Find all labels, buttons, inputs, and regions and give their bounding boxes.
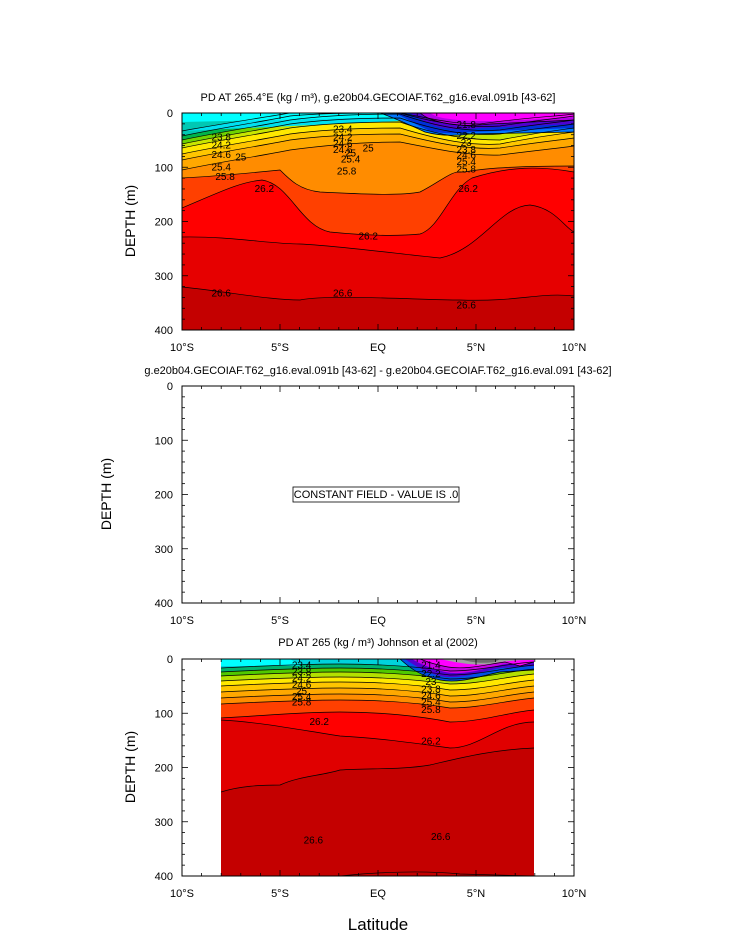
contour-label: 26.6 xyxy=(431,832,451,843)
contour-label: 21.8 xyxy=(456,120,476,131)
panel-1-x-tick-label: 5°S xyxy=(271,342,289,354)
panel-3-x-tick-label: 5°N xyxy=(467,888,486,900)
constant-field-note: CONSTANT FIELD - VALUE IS .0 xyxy=(294,489,458,501)
panel-2-x-tick-label: EQ xyxy=(370,615,386,627)
contour-label: 25 xyxy=(235,152,247,163)
contour-label: 26.6 xyxy=(304,836,324,847)
contour-label: 24.6 xyxy=(456,150,476,161)
contour-label: 25.4 xyxy=(292,692,312,703)
panel-3-y-tick-label: 200 xyxy=(155,763,173,775)
panel-1-field xyxy=(182,113,574,330)
panel-1-y-tick-label: 100 xyxy=(155,162,173,174)
panel-1-y-ticks: 0 100 200 300 400 xyxy=(155,108,574,337)
panel-1-title: PD AT 265.4°E (kg / m³), g.e20b04.GECOIA… xyxy=(201,92,556,104)
panel-2-y-ticks: 0 100 200 300 400 xyxy=(155,381,574,610)
contour-label: 23.4 xyxy=(292,661,312,672)
panel-3-x-tick-label: 5°S xyxy=(271,888,289,900)
panel-2: g.e20b04.GECOIAF.T62_g16.eval.091b [43-6… xyxy=(98,365,612,627)
contour-label: 22.2 xyxy=(456,131,476,142)
panel-1-x-ticks: 10°S 5°S EQ 5°N 10°N xyxy=(170,113,586,354)
contour-label: 24.2 xyxy=(333,132,353,143)
contour-label: 25.8 xyxy=(456,164,476,175)
panel-1-y-tick-label: 200 xyxy=(155,217,173,229)
panel-2-y-tick-label: 400 xyxy=(155,598,173,610)
panel-3-y-tick-label: 100 xyxy=(155,708,173,720)
contour-label: 24.2 xyxy=(211,141,231,152)
contour-label: 26.2 xyxy=(458,184,478,195)
contour-label: 25.8 xyxy=(215,172,235,183)
contour-label: 26.6 xyxy=(211,289,231,300)
contour-label: 25.4 xyxy=(456,157,476,168)
contour-label: 25.4 xyxy=(421,697,441,708)
contour-label: 25.4 xyxy=(211,162,231,173)
panel-3: PD AT 265 (kg / m³) Johnson et al (2002) xyxy=(122,637,586,900)
panel-1-x-tick-label: EQ xyxy=(370,342,386,354)
contour-label: 26.6 xyxy=(456,301,476,312)
panel-1-y-label: DEPTH (m) xyxy=(122,185,138,257)
contour-label: 25.8 xyxy=(421,705,441,716)
panel-2-x-ticks: 10°S 5°S EQ 5°N 10°N xyxy=(170,386,586,627)
contour-label: 21.4 xyxy=(421,661,441,672)
panel-2-y-tick-label: 300 xyxy=(155,544,173,556)
panel-2-x-tick-label: 5°N xyxy=(467,615,486,627)
contour-label: 24.6 xyxy=(333,139,353,150)
panel-2-title: g.e20b04.GECOIAF.T62_g16.eval.091b [43-6… xyxy=(144,365,611,377)
contour-label: 24.6 xyxy=(211,150,231,161)
contour-label: 24.6 xyxy=(333,145,353,156)
panel-1-x-tick-label: 5°N xyxy=(467,342,486,354)
panel-3-y-tick-label: 300 xyxy=(155,817,173,829)
panel-1-y-tick-label: 400 xyxy=(155,325,173,337)
contour-label: 26.2 xyxy=(421,736,441,747)
contour-label: 25.8 xyxy=(292,697,312,708)
panel-2-x-tick-label: 10°N xyxy=(562,615,587,627)
panel-3-x-tick-label: 10°S xyxy=(170,888,194,900)
panel-1-y-axis: DEPTH (m) xyxy=(122,185,138,257)
contour-label: 24.6 xyxy=(421,691,441,702)
panel-3-y-label: DEPTH (m) xyxy=(122,731,138,803)
contour-label: 25 xyxy=(345,149,357,160)
contour-label: 24.2 xyxy=(292,674,312,685)
panel-1-x-tick-label: 10°S xyxy=(170,342,194,354)
contour-label: 23.4 xyxy=(333,124,353,135)
contour-label: 24.6 xyxy=(292,680,312,691)
contour-label: 26.2 xyxy=(255,184,275,195)
contour-label: 22.2 xyxy=(421,669,441,680)
contour-label: 25 xyxy=(363,143,375,154)
panel-3-y-ticks: 0 100 200 300 400 xyxy=(155,654,574,883)
constant-field-box xyxy=(292,486,460,503)
x-axis-title: Latitude xyxy=(348,915,409,934)
contour-label: 23.8 xyxy=(421,684,441,695)
contour-label: 23 xyxy=(425,677,437,688)
contour-label: 26.2 xyxy=(358,232,378,243)
contour-label: 23.8 xyxy=(211,132,231,143)
contour-label: 23.8 xyxy=(456,145,476,156)
panel-1-x-tick-label: 10°N xyxy=(562,342,587,354)
panel-3-contour-labels: 23.423.824.224.62525.425.826.221.422.223… xyxy=(292,661,451,847)
panel-2-x-tick-label: 5°S xyxy=(271,615,289,627)
panel-2-y-tick-label: 0 xyxy=(167,381,173,393)
panel-3-y-tick-label: 400 xyxy=(155,871,173,883)
contour-label: 23.8 xyxy=(292,667,312,678)
contour-label: 25.4 xyxy=(341,155,361,166)
panel-3-title: PD AT 265 (kg / m³) Johnson et al (2002) xyxy=(278,637,478,649)
panel-2-y-tick-label: 200 xyxy=(155,490,173,502)
panel-2-y-tick-label: 100 xyxy=(155,435,173,447)
panel-3-x-tick-label: 10°N xyxy=(562,888,587,900)
panel-1: PD AT 265.4°E (kg / m³), g.e20b04.GECOIA… xyxy=(122,92,586,354)
panel-3-field xyxy=(221,659,534,876)
panel-1-y-tick-label: 300 xyxy=(155,271,173,283)
panel-3-x-ticks: 10°S 5°S EQ 5°N 10°N xyxy=(170,659,586,900)
contour-label: 26.6 xyxy=(333,289,353,300)
contour-label: 25 xyxy=(296,687,308,698)
panel-2-y-label: DEPTH (m) xyxy=(98,458,114,530)
panel-3-y-tick-label: 0 xyxy=(167,654,173,666)
panel-3-x-tick-label: EQ xyxy=(370,888,386,900)
panel-1-y-tick-label: 0 xyxy=(167,108,173,120)
panel-1-contour-labels: 23.824.224.6 2525.425.826.223.424.224.624… xyxy=(211,120,478,312)
panel-2-x-tick-label: 10°S xyxy=(170,615,194,627)
contour-label: 26.2 xyxy=(309,717,329,728)
contour-label: 25.8 xyxy=(337,167,357,178)
contour-label: 23 xyxy=(461,138,473,149)
